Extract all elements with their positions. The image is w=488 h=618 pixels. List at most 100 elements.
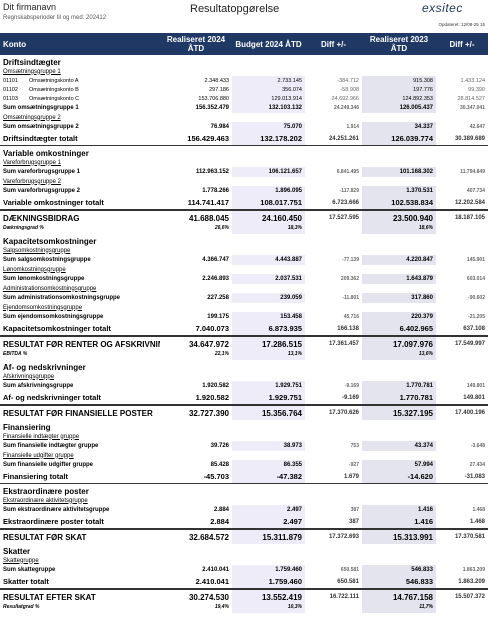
value-cell: 145.901: [466, 257, 485, 263]
account-code: 01101: [3, 77, 18, 84]
empty-cell: [305, 604, 362, 613]
percent-cell: 13,1%: [232, 351, 305, 360]
table-row: Ekstraordinære aktivitetsgruppe: [0, 496, 488, 505]
value-cell: 7.040.073: [160, 322, 232, 337]
label: Skattegruppe: [3, 557, 39, 564]
label-cell: Sum ekstraordinære aktivitetsgruppe: [3, 507, 110, 513]
account-name: Omsætningskonto C: [29, 95, 80, 102]
label: Af- og nedskrivninger: [3, 363, 86, 372]
value-cell: 126.039.774: [362, 132, 436, 146]
value-cell: 1.896.095: [232, 186, 305, 196]
value-cell: 2.410.041: [160, 575, 232, 590]
value-cell: 2.733.145: [232, 76, 305, 85]
value-cell: 2.037.531: [232, 274, 305, 284]
value-cell: 30.389.689: [436, 132, 488, 146]
value-cell: 1.920.582: [202, 383, 229, 389]
value-cell: 6.873.935: [232, 322, 305, 337]
table-row: Sum omsætningsgruppe 1 156.352.479 132.103…: [0, 103, 488, 113]
table-row: Vareforbrugsgruppe 1: [0, 158, 488, 167]
table-row: Driftsindtægter: [0, 55, 488, 67]
section-heading: Af- og nedskrivninger: [0, 360, 488, 372]
value-cell: 2.884: [160, 515, 232, 530]
label-cell: DÆKNINGSBIDRAG: [0, 209, 160, 225]
group-heading: Salgsomkostningsgruppe: [0, 246, 488, 255]
value-cell: 28.814.527: [457, 95, 485, 102]
group-heading: Vareforbrugsgruppe 2: [0, 177, 488, 186]
label-cell: RESULTAT FØR SKAT: [0, 528, 160, 544]
value-cell: 387: [350, 507, 359, 513]
value-cell: 166.138: [305, 322, 362, 337]
value-cell: 6.723.666: [305, 196, 362, 211]
account-cell: 01102 Omsætningskonto B: [0, 85, 160, 94]
value-cell: 17.370.581: [436, 528, 488, 544]
label-cell: RESULTAT EFTER SKAT: [0, 588, 160, 604]
account-cell: 01103 Omsætningskonto C: [0, 94, 160, 103]
label-cell: Sum administrationsomkostningsgruppe: [3, 295, 121, 301]
value-cell: 17.286.515: [232, 335, 305, 351]
account-code: 01103: [3, 95, 18, 102]
value-cell: 149.801: [436, 391, 488, 406]
table-row: Sum finansielle indtægter gruppe 39.726 38…: [0, 441, 488, 451]
table-row: Administrationsomkostningsgruppe: [0, 284, 488, 293]
value-cell: 17.527.595: [305, 209, 362, 225]
value-cell: 24.692.966: [331, 95, 359, 102]
label: Omsætningsgruppe 2: [3, 114, 61, 121]
value-cell: 1.759.460: [232, 575, 305, 590]
table-row: Afskrivningsgruppe: [0, 372, 488, 381]
account-name: Omsætningskonto A: [29, 77, 79, 84]
percent-cell: 11,7%: [362, 604, 436, 613]
value-cell: 1.863.209: [462, 567, 485, 573]
label: Skatter: [3, 547, 31, 556]
label-cell: RESULTAT FØR FINANSIELLE POSTER: [0, 404, 160, 420]
label-cell: Dækningsgrad %: [3, 225, 44, 231]
table-row: Sum ekstraordinære aktivitetsgruppe 2.884…: [0, 505, 488, 515]
value-cell: 1.920.582: [160, 391, 232, 406]
value-cell: 1.416: [362, 505, 436, 515]
label: Salgsomkostningsgruppe: [3, 247, 71, 254]
header-row: Konto Realiseret 2024 ÅTD Budget 2024 ÅTD D…: [0, 33, 488, 55]
group-heading: Ejendomsomkostningsgruppe: [0, 303, 488, 312]
table-row: Finansielle indtægter gruppe: [0, 432, 488, 441]
label-cell: Kapacitetsomkostninger totalt: [0, 322, 160, 337]
label: Lønomkostningsgruppe: [3, 266, 66, 273]
label-cell: Ekstraordinære poster totalt: [0, 515, 160, 530]
value-cell: 1.643.879: [362, 274, 436, 284]
table-row: Variable omkostninger totalt 114.741.417 1…: [0, 196, 488, 211]
table-row: DÆKNINGSBIDRAG 41.688.045 24.160.450 17.527…: [0, 209, 488, 225]
value-cell: 85.428: [210, 462, 229, 468]
label: Finansielle udgifter gruppe: [3, 452, 74, 459]
section-heading: Kapacitetsomkostninger: [0, 234, 488, 246]
value-cell: -9.169: [305, 391, 362, 406]
value-cell: 153.458: [232, 312, 305, 322]
value-cell: 209.362: [340, 276, 359, 282]
value-cell: -14.620: [362, 470, 436, 484]
value-cell: 101.168.302: [362, 167, 436, 177]
table-row: Ejendomsomkostningsgruppe: [0, 303, 488, 312]
value-cell: 102.538.834: [362, 196, 436, 211]
column-header: Diff +/-: [436, 33, 488, 55]
table-row: Resultatgrad % 19,4% 10,3% 11,7%: [0, 604, 488, 613]
table-row: Skattegruppe: [0, 556, 488, 565]
value-cell: 13.552.419: [232, 588, 305, 604]
value-cell: -9.169: [344, 383, 359, 389]
value-cell: 42.647: [469, 124, 485, 130]
label: Ekstraordinære aktivitetsgruppe: [3, 497, 88, 504]
group-heading: Lønomkostningsgruppe: [0, 265, 488, 274]
label: Vareforbrugsgruppe 1: [3, 159, 61, 166]
value-cell: 32.684.572: [160, 528, 232, 544]
label: Finansielle indtægter gruppe: [3, 433, 80, 440]
table-row: Af- og nedskrivninger totalt 1.920.582 1.9…: [0, 391, 488, 406]
table-row: Ekstraordinære poster totalt 2.884 2.497 38…: [0, 515, 488, 530]
value-cell: 129.013.914: [232, 94, 305, 103]
value-cell: -117.829: [339, 188, 359, 194]
value-cell: 2.410.041: [202, 567, 229, 573]
section-heading: Driftsindtægter: [0, 55, 488, 67]
value-cell: -384.712: [337, 77, 359, 84]
label-cell: Finansiering totalt: [0, 470, 160, 484]
value-cell: -45.703: [160, 470, 232, 484]
value-cell: 650.581: [340, 567, 359, 573]
label: Driftsindtægter: [3, 58, 61, 67]
value-cell: -21.205: [468, 314, 485, 320]
value-cell: 1.433.124: [460, 77, 485, 84]
table-row: Skatter totalt 2.410.041 1.759.460 650.581 5…: [0, 575, 488, 590]
